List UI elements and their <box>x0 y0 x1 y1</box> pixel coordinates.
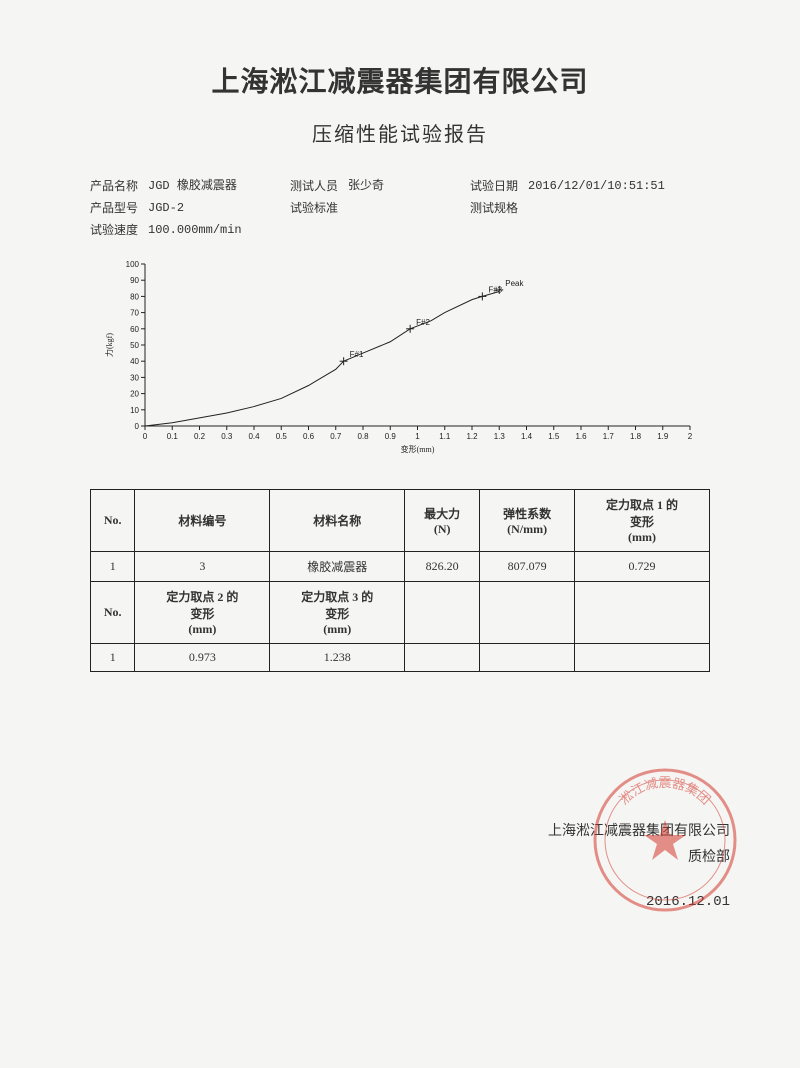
svg-text:变形(mm): 变形(mm) <box>401 444 435 454</box>
data-table: No. 材料编号 材料名称 最大力(N) 弹性系数(N/mm) 定力取点 1 的… <box>90 489 710 672</box>
svg-text:1.9: 1.9 <box>657 432 669 441</box>
td-deform2: 0.973 <box>135 644 270 672</box>
svg-text:0: 0 <box>143 432 148 441</box>
company-title: 上海淞江减震器集团有限公司 <box>30 60 770 100</box>
svg-text:1.8: 1.8 <box>630 432 642 441</box>
td-material-name: 橡胶减震器 <box>270 552 405 582</box>
svg-text:1: 1 <box>415 432 420 441</box>
th-material-name: 材料名称 <box>270 490 405 552</box>
td-empty <box>405 644 480 672</box>
th-empty <box>575 582 710 644</box>
svg-text:F#2: F#2 <box>416 318 430 327</box>
test-date-label: 试验日期 <box>470 175 518 197</box>
standard-label: 试验标准 <box>290 197 338 219</box>
svg-text:Peak: Peak <box>505 279 524 288</box>
svg-text:0.8: 0.8 <box>357 432 369 441</box>
svg-text:40: 40 <box>130 357 139 366</box>
th-elastic: 弹性系数(N/mm) <box>480 490 575 552</box>
chart: 0 10 20 30 40 50 60 70 80 90 100 0 0.1 0.2 0.3 0.4 0.5 0.… <box>100 256 700 481</box>
svg-text:1.5: 1.5 <box>548 432 560 441</box>
spec-label: 测试规格 <box>470 197 518 219</box>
svg-text:50: 50 <box>130 341 139 350</box>
svg-text:20: 20 <box>130 390 139 399</box>
svg-text:30: 30 <box>130 373 139 382</box>
svg-text:1.3: 1.3 <box>494 432 506 441</box>
svg-text:1.6: 1.6 <box>575 432 587 441</box>
td-deform1: 0.729 <box>575 552 710 582</box>
table-row: 1 0.973 1.238 <box>91 644 710 672</box>
svg-text:0.4: 0.4 <box>248 432 260 441</box>
td-material-no: 3 <box>135 552 270 582</box>
tester-label: 测试人员 <box>290 175 338 197</box>
table-header-row-2: No. 定力取点 2 的变形(mm) 定力取点 3 的变形(mm) <box>91 582 710 644</box>
td-no-2: 1 <box>91 644 135 672</box>
svg-text:1.7: 1.7 <box>603 432 615 441</box>
th-material-no: 材料编号 <box>135 490 270 552</box>
svg-text:90: 90 <box>130 276 139 285</box>
speed-value: 100.000mm/min <box>148 219 242 241</box>
svg-text:2: 2 <box>688 432 693 441</box>
svg-text:60: 60 <box>130 325 139 334</box>
svg-text:1.4: 1.4 <box>521 432 533 441</box>
speed-label: 试验速度 <box>90 219 138 241</box>
product-name-value: JGD 橡胶减震器 <box>148 175 237 197</box>
td-elastic: 807.079 <box>480 552 575 582</box>
th-empty <box>480 582 575 644</box>
svg-text:0.2: 0.2 <box>194 432 206 441</box>
svg-text:F#1: F#1 <box>350 350 364 359</box>
svg-text:1.1: 1.1 <box>439 432 451 441</box>
th-empty <box>405 582 480 644</box>
svg-text:0: 0 <box>135 422 140 431</box>
svg-text:0.6: 0.6 <box>303 432 315 441</box>
model-value: JGD-2 <box>148 197 184 219</box>
td-empty <box>575 644 710 672</box>
svg-text:100: 100 <box>126 260 140 269</box>
svg-text:力(kgf): 力(kgf) <box>104 333 114 357</box>
table-header-row-1: No. 材料编号 材料名称 最大力(N) 弹性系数(N/mm) 定力取点 1 的… <box>91 490 710 552</box>
th-no-2: No. <box>91 582 135 644</box>
td-empty <box>480 644 575 672</box>
svg-text:80: 80 <box>130 292 139 301</box>
model-label: 产品型号 <box>90 197 138 219</box>
svg-text:0.3: 0.3 <box>221 432 233 441</box>
table-row: 1 3 橡胶减震器 826.20 807.079 0.729 <box>91 552 710 582</box>
tester-value: 张少奇 <box>348 175 384 197</box>
svg-text:0.5: 0.5 <box>276 432 288 441</box>
product-name-label: 产品名称 <box>90 175 138 197</box>
svg-text:1.2: 1.2 <box>466 432 478 441</box>
td-max-force: 826.20 <box>405 552 480 582</box>
report-title: 压缩性能试验报告 <box>30 118 770 147</box>
td-no: 1 <box>91 552 135 582</box>
svg-text:0.9: 0.9 <box>385 432 397 441</box>
svg-text:0.7: 0.7 <box>330 432 342 441</box>
test-date-value: 2016/12/01/10:51:51 <box>528 175 665 197</box>
svg-text:10: 10 <box>130 406 139 415</box>
stamp-icon: 淞江减震器集团 <box>590 765 740 915</box>
svg-text:70: 70 <box>130 309 139 318</box>
svg-text:0.1: 0.1 <box>167 432 179 441</box>
th-no: No. <box>91 490 135 552</box>
th-max-force: 最大力(N) <box>405 490 480 552</box>
stamp-area: 淞江减震器集团 上海淞江减震器集团有限公司 质检部 2016.12.01 <box>470 820 730 910</box>
td-deform3: 1.238 <box>270 644 405 672</box>
meta-block: 产品名称 JGD 橡胶减震器 测试人员 张少奇 试验日期 2016/12/01/… <box>90 175 710 241</box>
th-deform2: 定力取点 2 的变形(mm) <box>135 582 270 644</box>
th-deform1: 定力取点 1 的变形(mm) <box>575 490 710 552</box>
th-deform3: 定力取点 3 的变形(mm) <box>270 582 405 644</box>
